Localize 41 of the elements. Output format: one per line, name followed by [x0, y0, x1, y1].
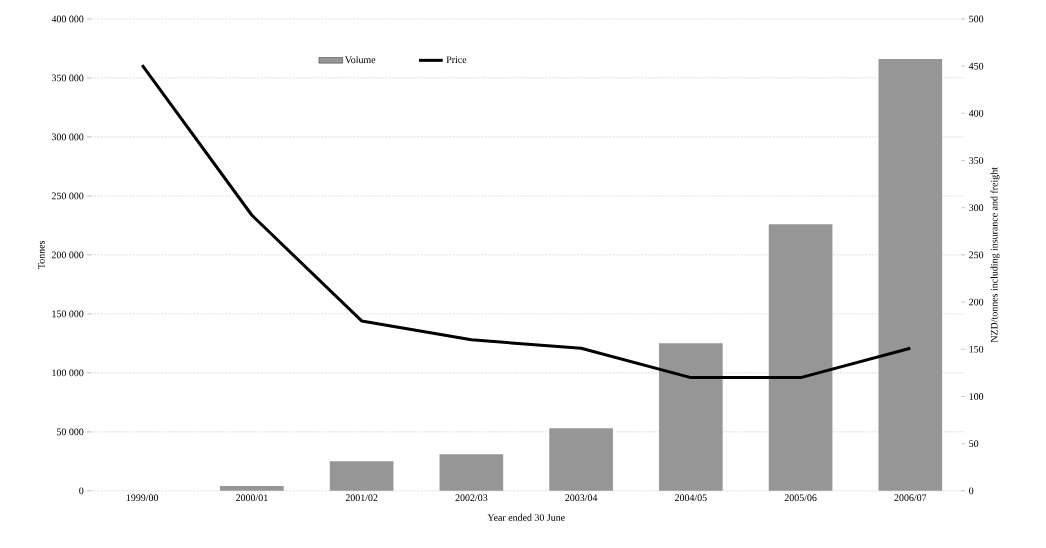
- y-tick-label: 400 000: [51, 15, 84, 23]
- y2-tick-label: 250: [969, 251, 984, 259]
- line-series: [140, 63, 912, 380]
- y2-tick-label: 150: [969, 346, 984, 353]
- x-axis-title: Year ended 30 June: [487, 514, 565, 521]
- x-tick-label: 2006/07: [894, 494, 927, 502]
- bar: [220, 486, 284, 491]
- x-tick-label: 2002/03: [455, 494, 488, 502]
- x-tick-label: 2001/02: [345, 494, 378, 502]
- x-tick-label: 2004/05: [674, 494, 707, 502]
- y2-tick-label: 350: [969, 157, 984, 165]
- y2-tick-label: 50: [969, 440, 979, 448]
- bar: [659, 343, 723, 491]
- y-tick-label: 100 000: [52, 369, 84, 377]
- y2-tick-label: 0: [969, 487, 974, 495]
- y-tick-label: 250 000: [51, 192, 84, 200]
- y-tick-label: 300 000: [51, 133, 84, 141]
- bar: [439, 454, 504, 491]
- x-tick-label: 2005/06: [784, 494, 817, 502]
- y2-axis-title: NZD/tonnes including insurance and freight: [990, 167, 1000, 343]
- bar: [878, 59, 943, 491]
- y2-tick-label: 500: [969, 15, 984, 23]
- bar: [549, 428, 613, 491]
- y2-tick-label: 450: [968, 62, 984, 70]
- y-tick-label: 50 000: [57, 428, 84, 436]
- y2-tick-label: 400: [968, 110, 984, 117]
- x-tick-label: 2000/01: [236, 494, 268, 502]
- y-tick-label: 350 000: [51, 74, 84, 82]
- bar: [329, 461, 394, 491]
- y2-tick-label: 200: [969, 298, 984, 306]
- bar: [768, 224, 833, 491]
- y-tick-label: 200 000: [51, 251, 84, 259]
- y2-tick-label: 300: [969, 204, 984, 212]
- y-axis-title: Tonnes: [38, 241, 45, 270]
- y-tick-label: 150 000: [52, 310, 84, 318]
- legend-label: Volume: [344, 56, 376, 64]
- y-tick-label: 0: [79, 487, 84, 495]
- y2-tick-label: 100: [969, 393, 984, 400]
- x-tick-label: 1999/00: [126, 494, 159, 502]
- x-tick-label: 2003/04: [565, 494, 598, 502]
- legend-label: Price: [446, 56, 467, 64]
